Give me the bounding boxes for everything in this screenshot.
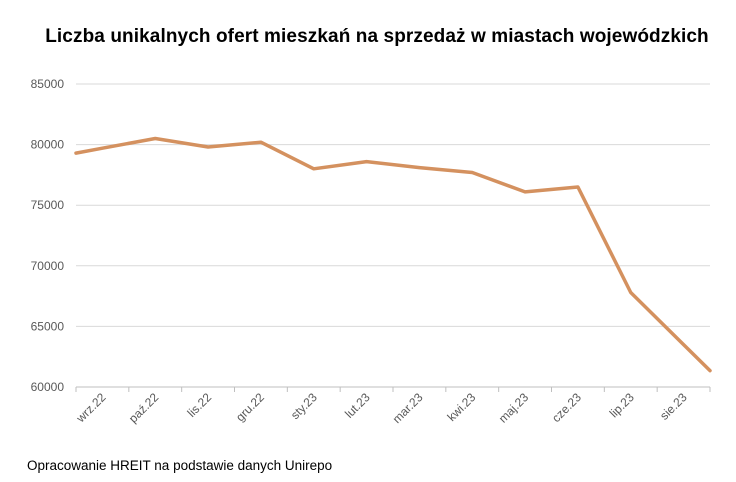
chart-title: Liczba unikalnych ofert mieszkań na sprz… [45, 26, 709, 47]
y-tick-label: 70000 [31, 259, 65, 273]
series-lines [74, 136, 712, 373]
x-tick-label: wrz.22 [73, 390, 109, 426]
x-tick-label: kwi.23 [444, 390, 478, 424]
x-tick-label: sie.23 [657, 390, 690, 423]
x-tick-label: lip.23 [607, 390, 637, 420]
y-axis-ticks: 85000 80000 75000 70000 65000 60000 [31, 77, 65, 394]
y-tick-label: 60000 [31, 380, 65, 394]
y-tick-label: 85000 [31, 77, 65, 91]
x-tick-label: lut.23 [342, 390, 373, 421]
x-tick-label: cze.23 [549, 390, 584, 425]
source-note: Opracowanie HREIT na podstawie danych Un… [27, 458, 333, 473]
x-tick-label: mar.23 [390, 390, 426, 426]
x-axis [75, 386, 711, 392]
y-tick-label: 65000 [31, 319, 65, 333]
x-tick-label: paź.22 [126, 390, 162, 426]
y-tick-label: 75000 [31, 198, 65, 212]
x-tick-label: maj.23 [496, 390, 532, 426]
gridlines [76, 83, 710, 327]
x-tick-label: gru.22 [233, 390, 267, 424]
series-line [74, 136, 712, 373]
x-tick-label: sty.23 [288, 390, 320, 422]
x-tick-label: lis.22 [184, 390, 214, 420]
y-tick-label: 80000 [31, 138, 65, 152]
x-axis-ticks: wrz.22 paź.22 lis.22 gru.22 sty.23 lut.23 mar.… [73, 390, 690, 426]
